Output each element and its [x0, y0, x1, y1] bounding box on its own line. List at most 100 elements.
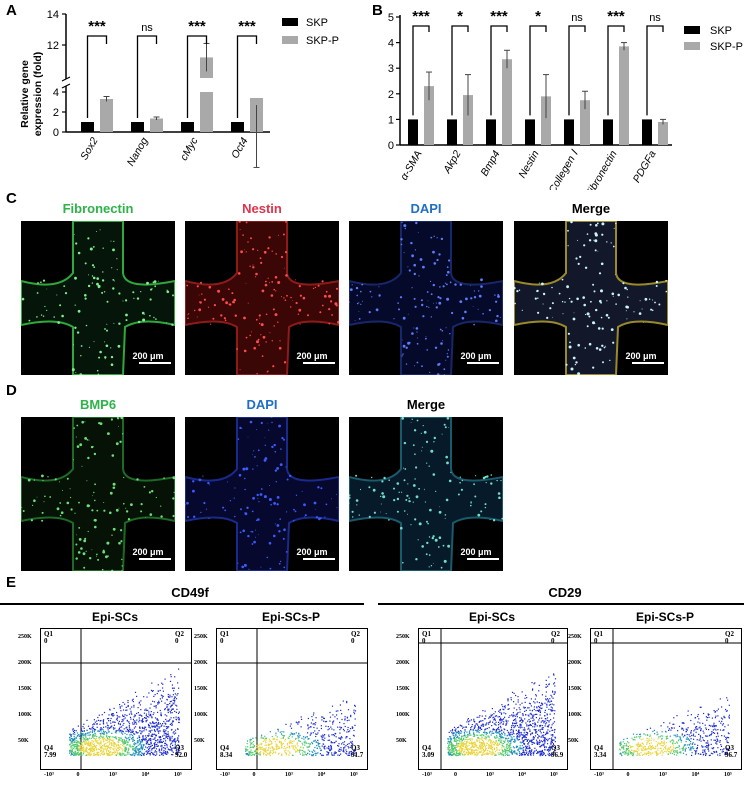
event-dot [688, 744, 690, 746]
event-dot [510, 749, 512, 751]
bar-skp [231, 122, 244, 132]
event-dot [72, 754, 74, 756]
y-tick-label: 3 [388, 63, 394, 75]
event-dot [85, 736, 87, 739]
event-dot [665, 745, 667, 747]
event-dot [464, 749, 466, 751]
event-dot [713, 710, 715, 712]
event-dot [541, 734, 543, 736]
event-dot [108, 741, 110, 743]
event-dot [659, 743, 661, 745]
event-dot [272, 738, 274, 740]
significance-bracket [490, 25, 508, 116]
event-dot [120, 747, 122, 749]
event-dot [529, 729, 531, 731]
event-dot [257, 749, 259, 751]
event-dot [98, 743, 100, 745]
event-dot [546, 706, 548, 708]
event-dot [141, 721, 143, 723]
event-dot [490, 746, 492, 748]
event-dot [255, 748, 257, 750]
event-dot [92, 749, 95, 751]
event-dot [166, 704, 168, 706]
event-dot [126, 752, 129, 754]
event-dot [340, 709, 342, 711]
event-dot [716, 710, 718, 712]
event-dot [284, 740, 286, 742]
event-dot [466, 721, 468, 723]
event-dot [153, 705, 155, 707]
event-dot [511, 733, 513, 735]
event-dot [473, 718, 475, 720]
event-dot [465, 742, 468, 744]
event-dot [256, 753, 258, 755]
event-dot [174, 729, 177, 731]
event-dot [148, 739, 150, 742]
event-dot [151, 682, 153, 684]
event-dot [542, 720, 544, 722]
y-tick-label: 250K [396, 634, 410, 640]
event-dot [253, 745, 255, 747]
event-dot [688, 739, 691, 741]
event-dot [142, 744, 144, 746]
event-dot [524, 735, 526, 737]
event-dot [534, 702, 536, 704]
event-dot [262, 737, 264, 739]
event-dot [331, 754, 333, 756]
event-dot [133, 720, 135, 722]
event-dot [687, 747, 690, 749]
event-dot [652, 730, 654, 732]
event-dot [448, 754, 450, 756]
event-dot [507, 704, 509, 706]
event-dot [157, 726, 159, 728]
event-dot [678, 725, 681, 727]
event-dot [135, 743, 137, 745]
event-dot [109, 739, 111, 741]
event-dot [142, 736, 144, 738]
event-dot [89, 728, 92, 730]
event-dot [646, 737, 648, 740]
event-dot [534, 723, 536, 725]
event-dot [264, 737, 267, 739]
event-dot [495, 730, 498, 732]
event-dot [728, 717, 730, 719]
event-dot [670, 729, 672, 731]
event-dot [499, 709, 501, 711]
event-dot [717, 747, 719, 749]
event-dot [102, 723, 105, 725]
event-dot [687, 710, 689, 712]
event-dot [536, 706, 538, 708]
event-dot [139, 714, 141, 716]
event-dot [551, 709, 553, 711]
event-dot [132, 752, 134, 754]
event-dot [351, 752, 353, 754]
event-dot [449, 751, 451, 753]
event-dot [485, 749, 487, 751]
event-dot [699, 738, 701, 740]
event-dot [542, 754, 544, 756]
event-dot [456, 746, 458, 748]
event-dot [93, 719, 95, 721]
y-tick-label: 1 [388, 114, 394, 126]
event-dot [106, 745, 108, 747]
quadrant-label: Q2 0 [551, 631, 560, 645]
event-dot [479, 741, 481, 743]
event-dot [71, 741, 73, 744]
event-dot [308, 738, 310, 740]
event-dot [472, 730, 474, 732]
event-dot [465, 752, 468, 754]
event-dot [281, 744, 283, 746]
event-dot [75, 737, 77, 739]
event-dot [88, 754, 90, 756]
event-dot [516, 738, 518, 740]
event-dot [499, 719, 501, 721]
event-dot [307, 728, 309, 730]
event-dot [448, 731, 450, 733]
event-dot [307, 717, 309, 720]
event-dot [447, 742, 449, 744]
event-dot [688, 739, 690, 741]
event-dot [295, 738, 297, 740]
event-dot [516, 752, 518, 754]
event-dot [166, 727, 168, 729]
event-dot [248, 754, 250, 756]
